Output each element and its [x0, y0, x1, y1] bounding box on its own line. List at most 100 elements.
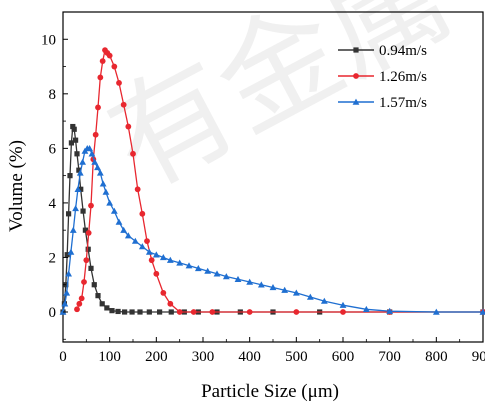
- data-point: [115, 218, 123, 225]
- data-point: [102, 188, 110, 195]
- data-point: [153, 270, 160, 277]
- data-point: [340, 309, 346, 315]
- data-point: [78, 295, 85, 302]
- data-point: [152, 251, 160, 258]
- data-point: [76, 167, 82, 173]
- data-point: [81, 279, 87, 285]
- x-tick-label: 400: [238, 349, 261, 365]
- data-point: [190, 309, 197, 315]
- data-point: [79, 158, 86, 165]
- data-point: [74, 306, 80, 313]
- x-tick-label: 300: [192, 349, 215, 365]
- data-point: [222, 273, 230, 280]
- data-point: [95, 104, 101, 111]
- y-tick-label: 0: [49, 305, 57, 321]
- x-tick-label: 100: [98, 349, 121, 365]
- data-point: [144, 238, 150, 244]
- data-point: [138, 243, 146, 250]
- data-point: [479, 308, 485, 315]
- data-point: [159, 254, 167, 261]
- data-point: [63, 289, 71, 296]
- legend-marker: [353, 47, 359, 53]
- data-point: [95, 293, 101, 299]
- data-point: [204, 267, 212, 274]
- data-point: [85, 246, 91, 252]
- data-point: [213, 270, 221, 277]
- legend-item: 0.94m/s: [338, 43, 427, 59]
- data-point: [432, 308, 440, 315]
- data-point: [125, 123, 132, 130]
- data-point: [70, 123, 76, 130]
- data-point: [339, 301, 347, 308]
- data-point: [257, 281, 265, 288]
- legend-label: 1.57m/s: [379, 95, 427, 111]
- data-point: [194, 264, 202, 272]
- data-point: [246, 278, 254, 285]
- data-point: [73, 137, 79, 143]
- data-point: [88, 265, 94, 271]
- y-tick-label: 2: [49, 250, 57, 266]
- data-point: [82, 227, 88, 233]
- x-tick-label: 200: [145, 349, 168, 365]
- data-point: [72, 204, 79, 212]
- data-point: [104, 305, 110, 311]
- data-point: [145, 248, 153, 255]
- data-point: [386, 307, 394, 314]
- legend-marker: [352, 98, 360, 105]
- legend: 0.94m/s 1.26m/s 1.57m/s: [338, 43, 427, 111]
- data-point: [88, 150, 96, 157]
- data-point: [88, 202, 94, 209]
- x-tick-label: 900: [472, 349, 485, 365]
- y-tick-label: 6: [49, 141, 57, 157]
- data-point: [281, 286, 289, 293]
- data-point: [92, 131, 99, 138]
- data-point: [68, 140, 74, 146]
- data-point: [86, 144, 93, 152]
- series-layer: [59, 47, 485, 315]
- data-point: [74, 185, 82, 192]
- data-point: [106, 199, 114, 206]
- data-point: [148, 257, 155, 264]
- data-point: [167, 300, 174, 307]
- data-point: [116, 80, 122, 86]
- data-point: [234, 275, 242, 282]
- data-point: [78, 186, 84, 192]
- y-tick-label: 4: [49, 196, 57, 212]
- x-axis-title: Particle Size (μm): [201, 381, 339, 402]
- data-point: [99, 301, 105, 307]
- data-point: [111, 63, 118, 70]
- data-point: [109, 308, 115, 314]
- data-point: [129, 309, 135, 315]
- data-point: [146, 309, 152, 315]
- data-point: [269, 284, 277, 291]
- x-tick-label: 800: [425, 349, 448, 365]
- data-point: [99, 180, 107, 187]
- data-point: [64, 252, 70, 258]
- data-point: [97, 74, 104, 81]
- x-tick-label: 700: [378, 349, 401, 365]
- series-1.57m/s: [59, 144, 485, 315]
- axis-layer: 0 100 200 300 400 500 600 700 800 900 0 2 4 6 8 10: [41, 11, 485, 365]
- legend-label: 0.94m/s: [379, 43, 427, 59]
- data-point: [124, 232, 132, 239]
- data-point: [176, 259, 184, 266]
- data-point: [168, 309, 174, 315]
- y-axis-title: Volume (%): [6, 140, 27, 232]
- x-tick-label: 0: [59, 349, 67, 365]
- data-point: [120, 226, 128, 233]
- data-point: [362, 305, 370, 312]
- data-point: [99, 58, 106, 64]
- data-point: [246, 309, 253, 315]
- data-point: [91, 282, 97, 288]
- data-point: [130, 150, 136, 157]
- data-point: [293, 309, 300, 315]
- data-point: [306, 293, 314, 300]
- data-point: [96, 169, 104, 176]
- x-tick-label: 600: [332, 349, 355, 365]
- data-point: [65, 270, 72, 277]
- data-point: [115, 308, 121, 315]
- data-point: [166, 256, 174, 263]
- data-point: [76, 300, 83, 307]
- legend-item: 1.26m/s: [338, 69, 427, 85]
- data-point: [160, 290, 167, 296]
